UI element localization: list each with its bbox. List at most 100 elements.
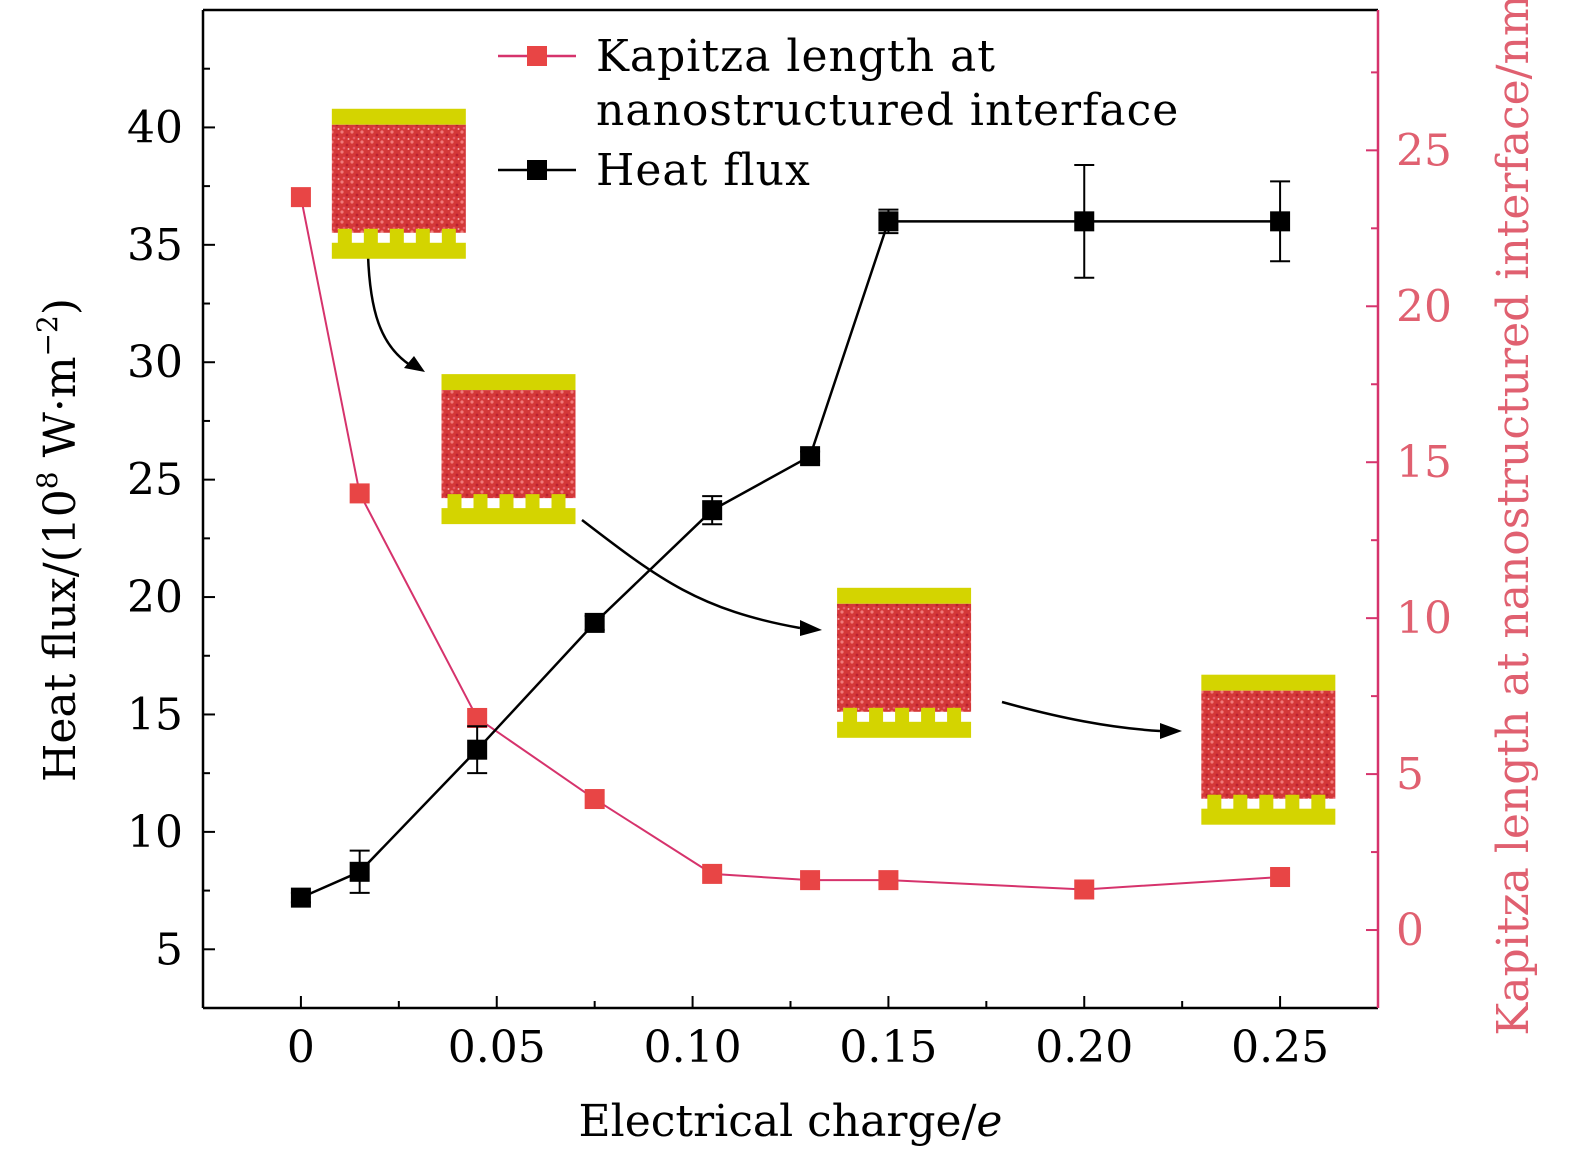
y-right-tick-label: 25 (1396, 125, 1452, 176)
data-point (878, 870, 899, 891)
y-left-tick-label: 25 (127, 455, 183, 506)
y-right-tick-label: 10 (1396, 593, 1452, 644)
series-heat-flux (290, 163, 1291, 908)
liquid-region (331, 124, 466, 233)
liquid-region (1201, 690, 1336, 799)
top-wall (331, 108, 466, 125)
series-line (299, 196, 1281, 891)
arrow-2-head (800, 620, 822, 636)
data-point (290, 187, 311, 208)
y-left-axis-title: Heat flux/(108 W·m−2) (31, 298, 86, 782)
data-point (1270, 867, 1291, 888)
arrow-3-head (1160, 723, 1182, 739)
series-line (300, 220, 1281, 899)
nanostructure-bump (947, 707, 962, 724)
arrow-1-head (404, 356, 425, 372)
data-point (702, 863, 723, 884)
bottom-wall (331, 242, 466, 259)
y-left-tick-label: 35 (127, 220, 183, 271)
series-kapitza-length-at-nanostructured-interface (290, 187, 1291, 900)
nanostructure-bump (363, 228, 378, 245)
data-point (467, 739, 488, 760)
interface-snapshot-4 (1201, 674, 1336, 825)
nanostructure-bump (473, 494, 488, 511)
nanostructure-bump (869, 707, 884, 724)
interface-snapshot-1 (331, 108, 466, 259)
legend-label: nanostructured interface (596, 85, 1179, 136)
y-left-tick-label: 10 (127, 807, 183, 858)
x-tick-label: 0 (287, 1022, 315, 1073)
data-point (584, 612, 605, 633)
nanostructure-bump (499, 494, 514, 511)
y-right-tick-label: 20 (1396, 281, 1452, 332)
data-point (349, 483, 370, 504)
x-tick-label: 0.05 (448, 1022, 546, 1073)
nanostructure-bump (389, 228, 404, 245)
nanostructure-bump (843, 707, 858, 724)
data-point (878, 211, 899, 232)
y-right-tick-label: 0 (1396, 905, 1424, 956)
data-point (290, 887, 311, 908)
data-point (1074, 211, 1095, 232)
transition-arrows (366, 254, 1182, 739)
legend-entry: Heat flux (498, 145, 811, 196)
nanostructure-bump (447, 494, 462, 511)
arrow-2 (581, 519, 801, 630)
y-left-tick-label: 5 (155, 924, 183, 975)
y-right-tick-label: 5 (1396, 749, 1424, 800)
data-point (702, 500, 723, 521)
y-right-tick-label: 15 (1396, 437, 1452, 488)
data-point (1074, 879, 1095, 900)
x-tick-label: 0.15 (839, 1022, 937, 1073)
nanostructure-bump (441, 228, 456, 245)
bottom-wall (1201, 808, 1336, 825)
interface-snapshot-3 (837, 587, 972, 738)
data-point (349, 861, 370, 882)
y-left-tick-label: 15 (127, 689, 183, 740)
nanostructure-bump (1259, 794, 1274, 811)
x-tick-label: 0.20 (1035, 1022, 1133, 1073)
series-layer (290, 163, 1291, 908)
data-point (584, 789, 605, 810)
nanostructure-bump (895, 707, 910, 724)
data-point (467, 707, 488, 728)
nanostructure-bump (1311, 794, 1326, 811)
nanostructure-bump (525, 494, 540, 511)
y-left-tick-label: 40 (127, 102, 183, 153)
top-wall (1201, 674, 1336, 691)
nanostructure-bump (921, 707, 936, 724)
x-axis-title: Electrical charge/e (579, 1096, 1003, 1147)
liquid-region (441, 390, 576, 499)
legend-marker (527, 160, 547, 180)
data-point (800, 446, 821, 467)
y-left-tick-label: 20 (127, 572, 183, 623)
x-tick-label: 0.25 (1231, 1022, 1329, 1073)
axes-layer: 0 0.05 0.10 0.15 0.20 0.25 5 10 15 20 25 30 35 40 0 5 10… (31, 0, 1539, 1147)
bottom-wall (441, 508, 576, 525)
y-left-tick-label: 30 (127, 337, 183, 388)
legend-marker (527, 46, 547, 66)
x-tick-label: 0.10 (644, 1022, 742, 1073)
inset-snapshots (331, 108, 1336, 825)
bottom-wall (837, 721, 972, 738)
y-right-axis-title: Kapitza length at nanostructured interfa… (1488, 0, 1539, 1036)
data-point (800, 870, 821, 891)
arrow-3 (1001, 700, 1161, 733)
interface-snapshot-2 (441, 374, 576, 525)
nanostructure-bump (1233, 794, 1248, 811)
nanostructure-bump (1285, 794, 1300, 811)
nanostructure-bump (337, 228, 352, 245)
legend-label: Kapitza length at (596, 31, 996, 82)
nanostructure-bump (1207, 794, 1222, 811)
nanostructure-bump (415, 228, 430, 245)
top-wall (441, 374, 576, 391)
nanostructure-bump (551, 494, 566, 511)
data-point (1270, 211, 1291, 232)
liquid-region (837, 603, 972, 712)
arrow-1 (366, 254, 411, 367)
top-wall (837, 587, 972, 604)
legend-label: Heat flux (596, 145, 811, 196)
